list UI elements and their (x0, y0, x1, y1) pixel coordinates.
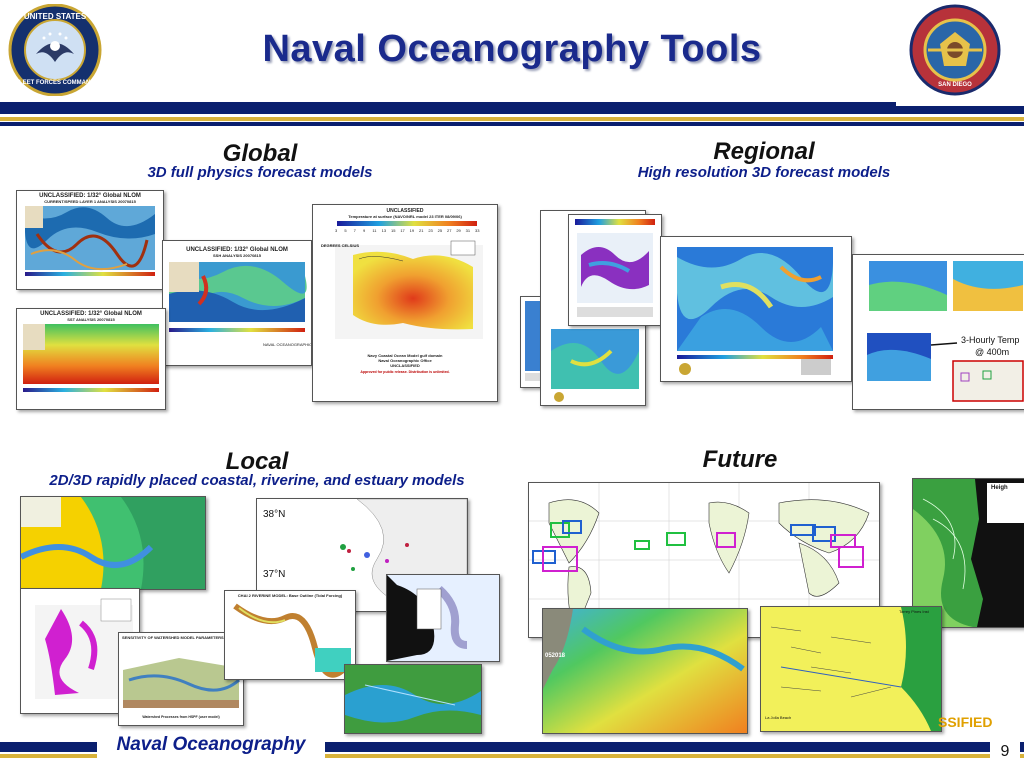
torrey-pines-label: Torrey Pines Inst (899, 609, 929, 614)
left-seal: UNITED STATES FLEET FORCES COMMAND (6, 3, 104, 97)
footer-rule-gold (0, 754, 1024, 758)
gulf-scale-tick: 5 (344, 228, 347, 233)
page-title: Naval Oceanography Tools (262, 28, 762, 70)
map-subtitle: SST ANALYSIS 20070815 (67, 317, 115, 322)
header-rule-gold (0, 117, 1024, 121)
map-subtitle: SSH ANALYSIS 20070815 (213, 253, 261, 258)
gulf-scale-tick: 29 (456, 228, 461, 233)
local-channel-map (344, 664, 482, 734)
right-seal: SAN DIEGO (908, 4, 1002, 96)
la-jolla-label: La Jolla Beach (765, 715, 792, 720)
map-title: UNCLASSIFIED: 1/32° Global NLOM (40, 311, 142, 317)
gulf-scale-tick: 3 (335, 228, 338, 233)
gulf-scale-tick: 19 (410, 228, 415, 233)
map-office: NAVAL OCEANOGRAPHIC OFFICE (263, 342, 311, 347)
header-rule-navy (0, 102, 1024, 114)
gulf-temperature-map: UNCLASSIFIED Temperature at surface (NAV… (312, 204, 498, 402)
local-watershed-diagram: SENSITIVITY OF WATERSHED MODEL PARAMETER… (118, 632, 244, 726)
gulf-scale-tick: 13 (382, 228, 387, 233)
sst-date-label: 052018 (545, 653, 566, 659)
regional-map-front-small (568, 214, 662, 326)
gulf-release-label: Approved for public release. Distributio… (360, 370, 450, 374)
future-current-vector-map: Torrey Pines Inst La Jolla Beach (760, 606, 942, 732)
local-korea-map (386, 574, 500, 662)
gulf-units-label: DEGREES CELSIUS (321, 243, 360, 248)
map-title: UNCLASSIFIED: 1/32° Global NLOM (39, 193, 141, 199)
global-ssh-map: UNCLASSIFIED: 1/32° Global NLOM SSH ANAL… (162, 240, 312, 366)
gulf-scale-tick: 23 (428, 228, 433, 233)
gulf-scale-tick: 9 (363, 228, 366, 233)
footer-brand-box (97, 731, 325, 761)
header-notch (896, 96, 1024, 106)
gulf-scale-tick: 21 (419, 228, 424, 233)
gulf-scale-tick: 15 (391, 228, 396, 233)
future-heading: Future (702, 446, 778, 473)
local-lat-label-1: 38°N (263, 509, 286, 520)
local-estuary-map (20, 496, 206, 590)
page-number: 9 (990, 740, 1020, 764)
watershed-title: SENSITIVITY OF WATERSHED MODEL PARAMETER… (122, 635, 224, 640)
gulf-scale-tick: 27 (447, 228, 452, 233)
map-title: UNCLASSIFIED: 1/32° Global NLOM (186, 247, 288, 253)
gulf-scale-tick: 25 (438, 228, 443, 233)
gulf-class-bottom: UNCLASSIFIED (390, 363, 420, 368)
bathymetry-height-label: Heigh (991, 485, 1008, 491)
future-coastal-bathymetry-map: Heigh (912, 478, 1024, 628)
footer-brand: Naval Oceanography (116, 734, 306, 755)
classification-fragment: SSIFIED (938, 714, 993, 730)
gulf-scale-tick: 11 (372, 228, 377, 233)
riverine-title: CHAI 2 RIVERINE MODEL: Base Outline (Tid… (237, 593, 343, 598)
regional-hourly-temp-map: 3-Hourly Temp @ 400m (852, 254, 1024, 410)
global-heading: Global (222, 140, 298, 167)
hourly-temp-annotation-1: 3-Hourly Temp (961, 335, 1020, 345)
gulf-office-label: Naval Oceanographic Office (378, 358, 432, 363)
local-subheading: 2D/3D rapidly placed coastal, riverine, … (49, 472, 465, 489)
map-title: Temperature at surface (NAVO/NRL model 2… (348, 214, 462, 219)
global-sst-map: UNCLASSIFIED: 1/32° Global NLOM SST ANAL… (16, 308, 166, 410)
footer-rule-navy (0, 742, 1024, 752)
local-riverine-model: CHAI 2 RIVERINE MODEL: Base Outline (Tid… (224, 590, 356, 680)
local-lat-label-2: 37°N (263, 569, 286, 580)
gulf-scale-tick: 17 (400, 228, 405, 233)
regional-subheading: High resolution 3D forecast models (637, 164, 891, 181)
global-subheading: 3D full physics forecast models (147, 164, 373, 181)
gulf-scale-tick: 33 (475, 228, 480, 233)
local-heading: Local (225, 448, 289, 475)
gulf-scale-tick: 31 (466, 228, 471, 233)
gulf-scale-tick: 7 (354, 228, 357, 233)
global-current-map: UNCLASSIFIED: 1/32° Global NLOM CURRENT/… (16, 190, 164, 290)
regional-heading: Regional (713, 138, 815, 165)
map-subtitle: CURRENT/SPEED LAYER 1 ANALYSIS 20070815 (44, 199, 136, 204)
header-rule-navy-thin (0, 122, 1024, 126)
right-seal-text-bottom: SAN DIEGO (938, 82, 972, 88)
left-seal-text-top: UNITED STATES (23, 12, 87, 21)
watershed-foot: Watershed Processes from HSPF (user mode… (142, 715, 220, 719)
regional-mediterranean-map (660, 236, 852, 382)
hourly-temp-annotation-2: @ 400m (975, 347, 1010, 357)
future-sst-map: 052018 (542, 608, 748, 734)
gulf-domain-label: Navy Coastal Ocean Model gulf domain (367, 353, 443, 358)
map-classification: UNCLASSIFIED (386, 208, 424, 214)
left-seal-text-bottom: FLEET FORCES COMMAND (15, 80, 95, 86)
